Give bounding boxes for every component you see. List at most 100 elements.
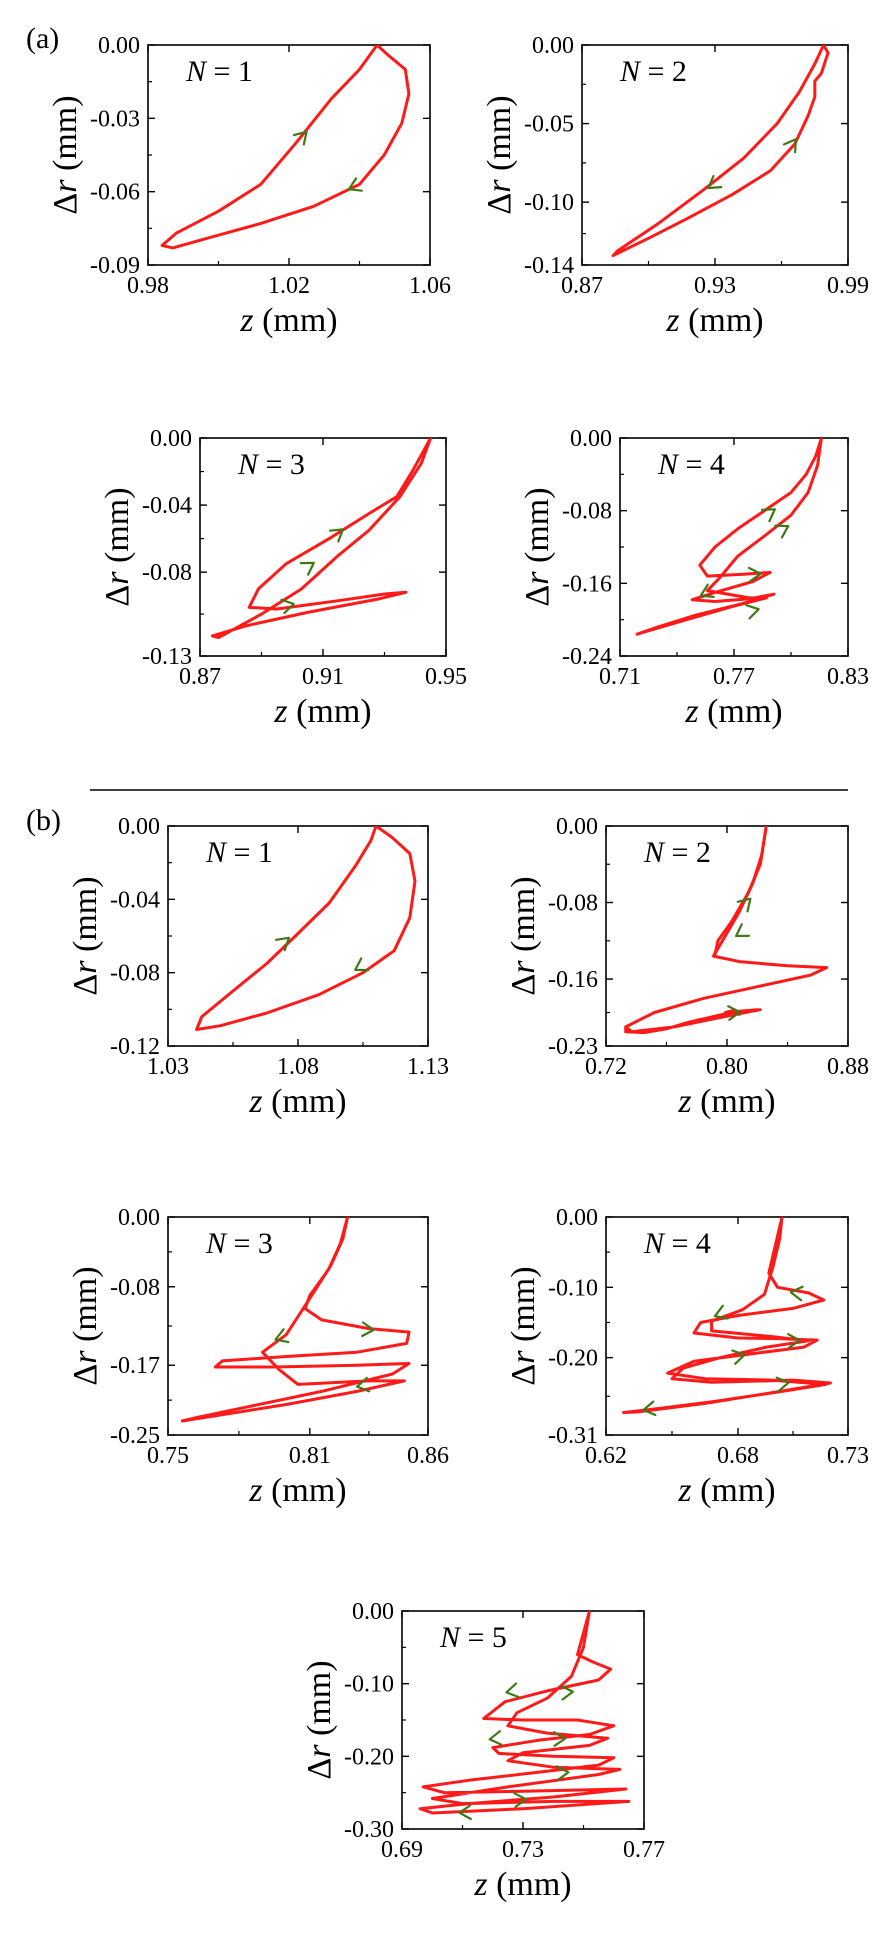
y-axis-var: Δ	[67, 1364, 104, 1386]
direction-arrow	[775, 1376, 790, 1393]
y-axis-var-r: r	[481, 179, 518, 193]
n-label: N = 5	[439, 1621, 507, 1654]
y-axis-var: Δ	[301, 1758, 338, 1780]
y-tick-label: -0.10	[344, 1672, 394, 1698]
direction-arrow	[280, 598, 295, 615]
n-label-var: N	[439, 1621, 462, 1654]
subplot-a4: 0.71 0.77 0.83-0.24-0.16-0.080.00z (mm)Δr …	[519, 426, 869, 730]
n-label-var: N	[657, 448, 680, 481]
y-axis-label: Δr (mm)	[67, 876, 104, 995]
x-axis-label: z (mm)	[677, 1083, 775, 1120]
x-tick-label: 0.73	[827, 1443, 869, 1469]
x-tick-label: 0.77	[713, 664, 755, 690]
x-axis-unit: (mm)	[488, 1866, 572, 1903]
y-tick-label: -0.24	[562, 644, 612, 670]
x-axis-var: z	[665, 302, 679, 339]
y-axis-var: Δ	[505, 974, 542, 996]
y-tick-label: -0.25	[110, 1423, 160, 1449]
y-axis-unit: (mm)	[301, 1660, 338, 1744]
n-label-value: = 5	[460, 1621, 507, 1654]
subplot-b1: 1.03 1.08 1.13-0.12-0.08-0.040.00z (mm)Δr …	[67, 814, 449, 1120]
x-tick-label: 0.69	[381, 1837, 423, 1863]
x-tick-label: 0.75	[147, 1443, 189, 1469]
y-tick-label: 0.00	[352, 1599, 394, 1625]
x-tick-label: 0.86	[407, 1443, 449, 1469]
x-axis-unit: (mm)	[692, 1472, 776, 1509]
n-label: N = 4	[643, 1227, 711, 1260]
direction-arrow	[356, 1376, 371, 1393]
y-axis-var-r: r	[505, 1350, 542, 1364]
x-axis-var: z	[248, 1083, 262, 1120]
x-tick-label: 0.88	[827, 1054, 869, 1080]
y-tick-label: -0.12	[110, 1034, 160, 1060]
trajectory-curve	[210, 438, 433, 640]
y-axis-label: Δr (mm)	[301, 1660, 338, 1779]
y-tick-label: -0.10	[524, 190, 574, 216]
trajectory-curve	[180, 1217, 411, 1423]
n-label-var: N	[205, 1227, 228, 1260]
n-label-value: = 2	[640, 55, 687, 88]
y-tick-label: -0.30	[344, 1817, 394, 1843]
y-axis-label: Δr (mm)	[505, 876, 542, 995]
direction-arrow	[552, 1731, 567, 1747]
axes-frame	[605, 1216, 849, 1436]
n-label-value: = 4	[664, 1227, 711, 1260]
y-axis-unit: (mm)	[505, 876, 542, 960]
x-axis-unit: (mm)	[263, 1472, 347, 1509]
x-tick-label: 0.62	[585, 1443, 627, 1469]
direction-arrow	[731, 1349, 746, 1365]
x-axis-unit: (mm)	[692, 1083, 776, 1120]
y-tick-label: -0.08	[548, 891, 598, 917]
trajectory-curve	[195, 826, 417, 1031]
n-label: N = 3	[205, 1227, 273, 1260]
y-axis-var: Δ	[481, 193, 518, 215]
x-tick-label: 0.77	[623, 1837, 665, 1863]
y-axis-unit: (mm)	[505, 1266, 542, 1350]
n-label-var: N	[185, 55, 208, 88]
direction-arrow	[347, 177, 363, 192]
direction-arrow	[747, 566, 762, 583]
n-label-var: N	[643, 1227, 666, 1260]
trajectory-curve	[624, 826, 829, 1035]
x-axis-unit: (mm)	[699, 693, 783, 730]
x-axis-label: z (mm)	[677, 1472, 775, 1509]
y-tick-label: -0.31	[548, 1423, 598, 1449]
x-tick-label: 0.87	[179, 664, 221, 690]
y-tick-label: -0.03	[90, 106, 140, 132]
x-axis-var: z	[677, 1472, 691, 1509]
y-tick-label: -0.16	[562, 571, 612, 597]
y-axis-unit: (mm)	[99, 487, 136, 571]
y-tick-label: -0.08	[110, 961, 160, 987]
n-label: N = 2	[619, 55, 687, 88]
x-tick-label: 0.72	[585, 1054, 627, 1080]
y-tick-label: -0.13	[142, 644, 192, 670]
y-axis-unit: (mm)	[67, 1266, 104, 1350]
y-tick-label: -0.20	[548, 1346, 598, 1372]
x-tick-label: 0.83	[827, 664, 869, 690]
direction-arrow	[458, 1804, 472, 1821]
x-axis-label: z (mm)	[273, 693, 371, 730]
y-tick-label: 0.00	[556, 1205, 598, 1231]
n-label-var: N	[643, 836, 666, 869]
y-tick-label: -0.17	[110, 1353, 160, 1379]
trajectory-curve	[635, 438, 823, 636]
x-tick-label: 0.81	[289, 1443, 331, 1469]
x-axis-var: z	[473, 1866, 487, 1903]
direction-arrow	[735, 923, 751, 938]
direction-arrow	[274, 1328, 290, 1344]
x-tick-label: 0.87	[561, 273, 603, 299]
y-axis-unit: (mm)	[47, 95, 84, 179]
x-axis-unit: (mm)	[288, 693, 372, 730]
x-axis-var: z	[677, 1083, 691, 1120]
y-tick-label: -0.20	[344, 1744, 394, 1770]
n-label-value: = 4	[678, 448, 725, 481]
y-axis-label: Δr (mm)	[99, 487, 136, 606]
x-tick-label: 0.71	[599, 664, 641, 690]
y-tick-label: 0.00	[150, 426, 192, 452]
direction-arrow	[275, 936, 290, 952]
trajectory-curve	[160, 45, 411, 250]
direction-arrow	[774, 524, 790, 539]
x-tick-label: 0.91	[302, 664, 344, 690]
n-label: N = 4	[657, 448, 725, 481]
y-tick-label: -0.10	[548, 1275, 598, 1301]
